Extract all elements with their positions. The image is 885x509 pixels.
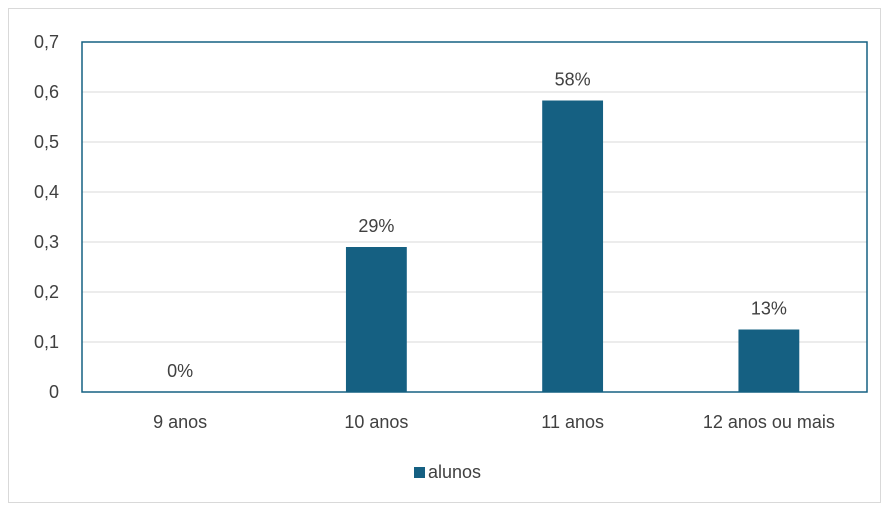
bar-chart: 0 0,1 0,2 0,3 0,4 0,5 0,6 0,7 0% 29% 58% 13% 9 ano… [34, 32, 868, 482]
data-label: 13% [751, 299, 787, 319]
y-tick-label: 0,7 [34, 32, 59, 52]
data-label: 0% [167, 361, 193, 381]
y-axis-tick-labels: 0 0,1 0,2 0,3 0,4 0,5 0,6 0,7 [34, 32, 59, 402]
gridlines [82, 41, 867, 393]
x-tick-label: 10 anos [344, 412, 408, 432]
legend-swatch-alunos [414, 467, 425, 478]
legend-label-alunos: alunos [428, 462, 481, 482]
plot-area-border [81, 41, 868, 393]
y-tick-label: 0 [49, 382, 59, 402]
legend: alunos [414, 462, 481, 482]
bar-11-anos [542, 100, 604, 392]
data-label: 29% [358, 216, 394, 236]
y-tick-label: 0,6 [34, 82, 59, 102]
x-axis-tick-labels: 9 anos 10 anos 11 anos 12 anos ou mais [153, 412, 835, 432]
y-tick-label: 0,5 [34, 132, 59, 152]
y-tick-label: 0,4 [34, 182, 59, 202]
data-label: 58% [555, 70, 591, 90]
bars [345, 100, 800, 392]
bar-10-anos [345, 247, 407, 392]
chart-frame: 0 0,1 0,2 0,3 0,4 0,5 0,6 0,7 0% 29% 58% 13% 9 ano… [8, 8, 881, 503]
data-labels: 0% 29% 58% 13% [167, 70, 787, 382]
x-tick-label: 9 anos [153, 412, 207, 432]
y-tick-label: 0,1 [34, 332, 59, 352]
x-tick-label: 11 anos [541, 412, 604, 432]
y-tick-label: 0,2 [34, 282, 59, 302]
bar-12-anos-ou-mais [738, 329, 800, 392]
y-tick-label: 0,3 [34, 232, 59, 252]
x-tick-label: 12 anos ou mais [703, 412, 835, 432]
